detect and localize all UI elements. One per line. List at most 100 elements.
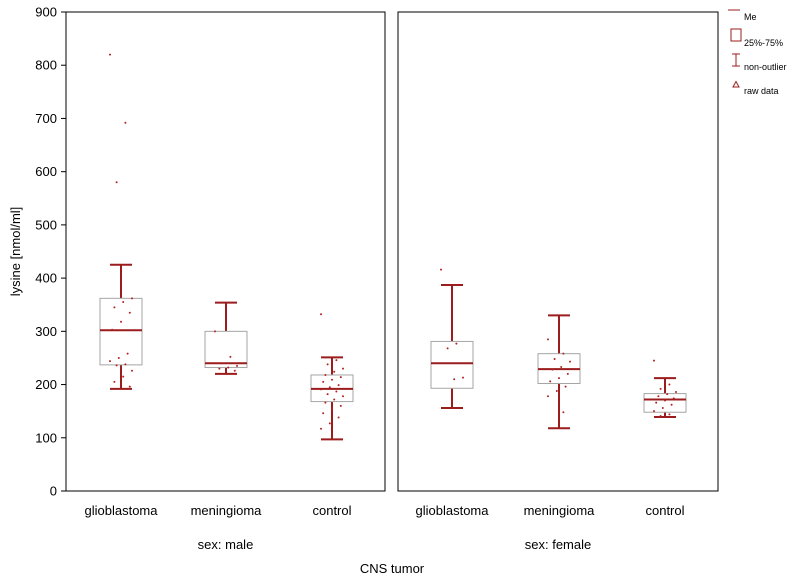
raw-data-point bbox=[324, 401, 327, 404]
category-label: glioblastoma bbox=[416, 503, 490, 518]
raw-data-point bbox=[666, 393, 669, 396]
raw-data-point bbox=[668, 383, 671, 386]
raw-data-point bbox=[549, 380, 552, 383]
iqr-box bbox=[643, 393, 687, 413]
raw-data-point bbox=[320, 388, 322, 391]
raw-data-point bbox=[113, 380, 116, 383]
raw-data-point bbox=[342, 367, 344, 370]
box-group-meningioma bbox=[204, 301, 248, 375]
box-group-control bbox=[310, 313, 354, 441]
panel-frame bbox=[397, 11, 719, 492]
raw-data-point bbox=[668, 413, 671, 416]
y-tick-label: 200 bbox=[35, 377, 57, 392]
raw-data-point bbox=[547, 395, 549, 398]
raw-data-point bbox=[564, 385, 567, 388]
raw-data-point bbox=[326, 393, 329, 396]
raw-data-point bbox=[335, 359, 338, 362]
legend-points-swatch bbox=[732, 80, 740, 88]
raw-data-point bbox=[337, 384, 340, 387]
raw-data-point bbox=[337, 416, 340, 419]
raw-data-point bbox=[328, 386, 331, 389]
raw-data-point bbox=[131, 369, 133, 372]
raw-data-point bbox=[236, 364, 238, 367]
raw-data-point bbox=[233, 369, 236, 372]
panel-frame bbox=[65, 11, 386, 492]
y-tick-label: 0 bbox=[50, 484, 57, 499]
raw-data-point bbox=[117, 356, 120, 359]
raw-data-point bbox=[331, 378, 333, 381]
raw-data-point bbox=[659, 414, 662, 417]
box-group-glioblastoma bbox=[430, 268, 474, 409]
raw-data-point bbox=[218, 367, 221, 370]
raw-data-point bbox=[661, 406, 664, 409]
y-tick-label: 400 bbox=[35, 271, 57, 286]
raw-data-point bbox=[326, 363, 329, 366]
raw-data-point bbox=[672, 397, 675, 400]
raw-data-point bbox=[453, 378, 456, 381]
category-label: glioblastoma bbox=[85, 503, 159, 518]
raw-data-point bbox=[553, 358, 556, 361]
raw-data-point bbox=[333, 398, 336, 401]
raw-data-point bbox=[322, 380, 325, 383]
raw-data-point bbox=[333, 370, 336, 373]
raw-data-point bbox=[229, 355, 232, 358]
raw-data-point bbox=[569, 360, 571, 363]
y-axis-title: lysine [nmol/ml] bbox=[8, 207, 23, 297]
raw-data-point bbox=[122, 375, 125, 378]
raw-data-point bbox=[113, 306, 116, 309]
iqr-box bbox=[99, 297, 143, 366]
y-tick-label: 800 bbox=[35, 58, 57, 73]
raw-data-point bbox=[328, 422, 331, 425]
y-tick-label: 900 bbox=[35, 5, 57, 20]
raw-data-point bbox=[220, 362, 223, 365]
raw-data-point bbox=[320, 313, 322, 316]
raw-data-point bbox=[653, 410, 655, 413]
raw-data-point bbox=[566, 372, 569, 375]
raw-data-point bbox=[339, 376, 342, 379]
raw-data-point bbox=[555, 389, 558, 392]
legend-whisker-label: non-outlier bbox=[744, 62, 787, 72]
legend-box-swatch bbox=[730, 28, 742, 42]
legend: Me 25%-75% non-outlier raw data bbox=[728, 9, 787, 96]
legend-box-label: 25%-75% bbox=[744, 38, 783, 48]
raw-data-point bbox=[324, 373, 327, 376]
panel-label: sex: male bbox=[198, 537, 254, 552]
raw-data-point bbox=[122, 301, 125, 304]
raw-data-point bbox=[462, 376, 464, 379]
legend-median-label: Me bbox=[744, 12, 757, 22]
box-group-control bbox=[643, 359, 687, 419]
raw-data-point bbox=[320, 427, 322, 430]
raw-data-point bbox=[653, 359, 655, 362]
raw-data-point bbox=[657, 395, 660, 398]
raw-data-point bbox=[124, 121, 127, 124]
raw-data-point bbox=[128, 385, 131, 388]
raw-data-point bbox=[214, 330, 216, 333]
y-tick-label: 100 bbox=[35, 430, 57, 445]
y-tick-label: 500 bbox=[35, 217, 57, 232]
raw-data-point bbox=[227, 366, 230, 369]
raw-data-point bbox=[131, 297, 133, 300]
raw-data-point bbox=[126, 352, 129, 355]
y-tick-label: 600 bbox=[35, 164, 57, 179]
category-label: meningioma bbox=[191, 503, 263, 518]
raw-data-point bbox=[440, 268, 442, 271]
raw-data-point bbox=[342, 395, 344, 398]
raw-data-point bbox=[562, 352, 565, 355]
raw-data-point bbox=[322, 412, 325, 415]
raw-data-point bbox=[335, 390, 338, 393]
raw-data-point bbox=[551, 368, 554, 371]
raw-data-point bbox=[115, 364, 118, 367]
raw-data-point bbox=[120, 320, 122, 323]
category-label: control bbox=[645, 503, 684, 518]
raw-data-point bbox=[331, 408, 333, 411]
iqr-box bbox=[430, 340, 474, 389]
raw-data-point bbox=[446, 347, 449, 350]
iqr-box bbox=[204, 330, 248, 369]
category-label: control bbox=[312, 503, 351, 518]
box-group-glioblastoma bbox=[99, 53, 143, 390]
raw-data-point bbox=[111, 328, 114, 331]
box-group-meningioma bbox=[537, 314, 581, 430]
raw-data-point bbox=[655, 401, 658, 404]
raw-data-point bbox=[455, 342, 458, 345]
